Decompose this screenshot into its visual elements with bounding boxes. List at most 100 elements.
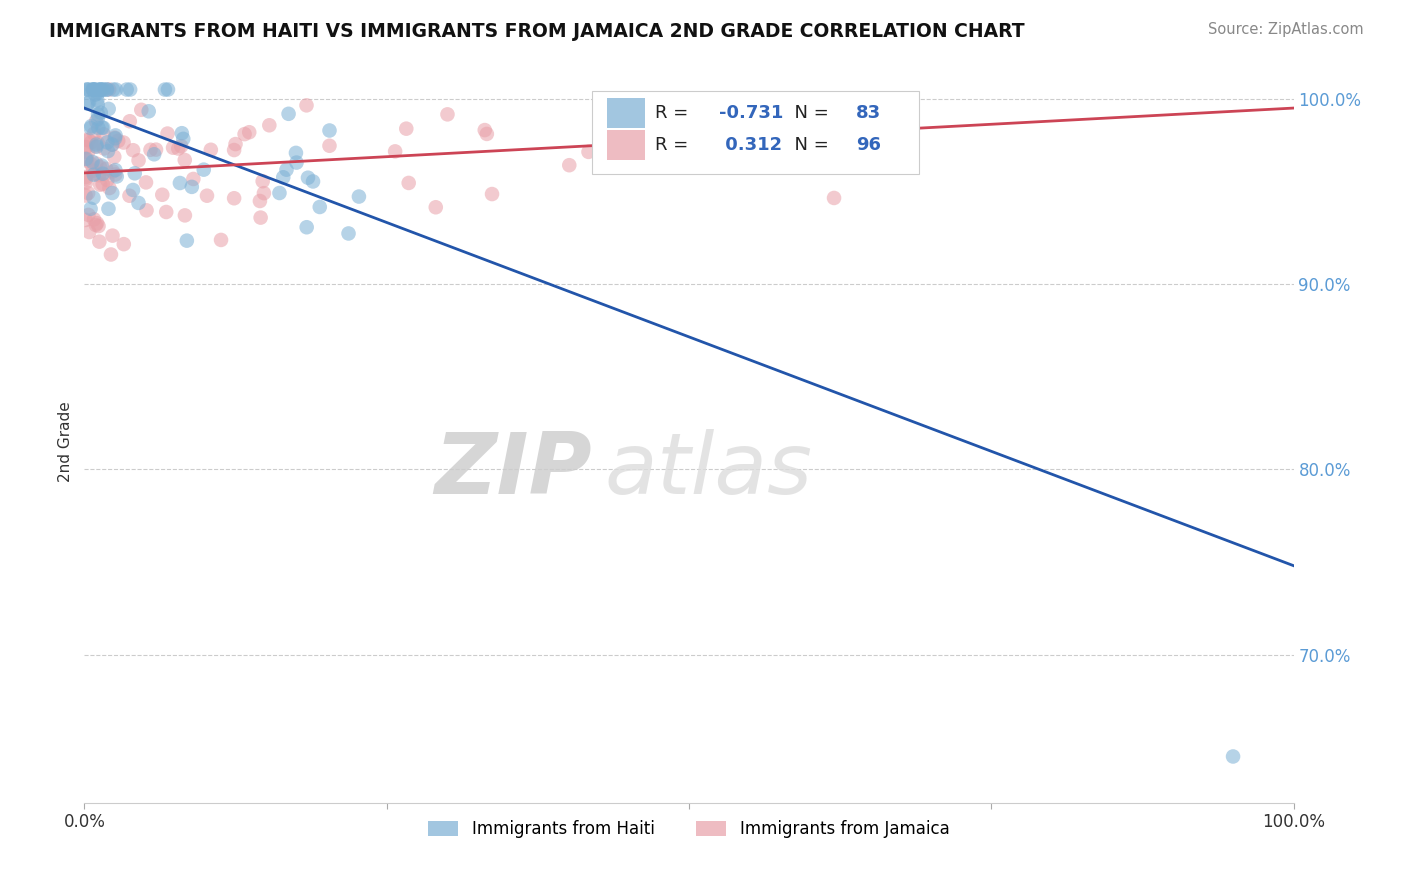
Point (276, 162, 298, 177)
Point (86, 93, 108, 107)
Point (155, 205, 177, 219)
Point (75, 213, 97, 227)
Point (173, 153, 195, 167)
Point (93, 120, 115, 135)
Text: N =: N = (783, 136, 835, 154)
Point (83, 82, 105, 96)
Point (104, 130, 127, 145)
Point (75, 152, 97, 166)
Point (83, 127, 105, 141)
Point (86, 136, 108, 150)
Point (83, 168, 105, 182)
Point (101, 164, 124, 178)
Point (75, 140, 97, 154)
Point (193, 162, 215, 177)
Point (89, 235, 111, 249)
Text: Source: ZipAtlas.com: Source: ZipAtlas.com (1208, 22, 1364, 37)
Point (143, 147, 166, 161)
Point (138, 104, 160, 119)
Point (77, 145, 100, 160)
Y-axis label: 2nd Grade: 2nd Grade (58, 401, 73, 482)
Point (104, 163, 127, 178)
Point (75, 176, 97, 190)
Point (77, 186, 100, 201)
Point (96, 136, 118, 150)
Text: IMMIGRANTS FROM HAITI VS IMMIGRANTS FROM JAMAICA 2ND GRADE CORRELATION CHART: IMMIGRANTS FROM HAITI VS IMMIGRANTS FROM… (49, 22, 1025, 41)
Point (76, 82, 98, 96)
Point (91, 82, 114, 96)
Point (855, 131, 877, 145)
Point (638, 141, 661, 155)
Point (90, 105, 112, 120)
Point (89, 160, 111, 174)
Point (169, 176, 191, 190)
Text: -0.731: -0.731 (720, 103, 783, 122)
Point (578, 145, 600, 159)
Point (115, 82, 138, 96)
Point (224, 143, 246, 157)
Point (86, 139, 108, 153)
Legend: Immigrants from Haiti, Immigrants from Jamaica: Immigrants from Haiti, Immigrants from J… (422, 814, 956, 845)
Point (233, 127, 256, 141)
Point (150, 187, 173, 202)
Point (122, 143, 145, 157)
Point (103, 82, 125, 96)
Point (105, 169, 128, 184)
Text: R =: R = (655, 136, 695, 154)
Point (87, 120, 110, 135)
Text: atlas: atlas (605, 429, 813, 512)
Point (297, 170, 319, 185)
Point (80, 157, 103, 171)
Text: 96: 96 (856, 136, 880, 154)
Point (103, 150, 125, 164)
Point (86, 112, 108, 126)
Point (481, 187, 503, 202)
Point (285, 155, 308, 169)
Point (84, 139, 107, 153)
Point (84, 114, 107, 128)
Point (176, 234, 198, 248)
Point (96, 173, 118, 187)
Point (318, 123, 340, 137)
Point (271, 170, 294, 185)
Point (90, 82, 112, 96)
Point (76, 153, 98, 168)
Point (295, 220, 318, 235)
Point (84, 156, 107, 170)
Point (84, 218, 107, 232)
Point (87, 82, 110, 96)
Point (76, 152, 98, 166)
Point (87, 219, 110, 233)
Point (195, 188, 218, 202)
Point (174, 208, 197, 222)
Point (91, 120, 114, 135)
Point (104, 82, 127, 96)
Point (1222, 749, 1244, 764)
Point (384, 145, 406, 159)
Point (83, 167, 105, 181)
Point (107, 134, 129, 148)
Point (77, 133, 100, 147)
Point (172, 132, 194, 146)
Point (224, 191, 246, 205)
Point (249, 194, 271, 208)
Point (80, 119, 103, 133)
Point (97, 202, 120, 216)
Point (269, 186, 291, 200)
Point (83, 212, 105, 227)
Point (93, 128, 115, 142)
Point (170, 126, 193, 140)
Point (87, 168, 110, 182)
Point (558, 158, 581, 172)
Point (347, 189, 370, 203)
Point (156, 127, 179, 141)
Point (96, 82, 118, 96)
Point (170, 139, 193, 153)
Point (75, 140, 97, 154)
Point (93, 82, 115, 96)
Point (83, 82, 105, 96)
Point (153, 82, 176, 96)
Point (75, 133, 97, 147)
Point (75, 169, 97, 184)
Point (75, 188, 97, 202)
